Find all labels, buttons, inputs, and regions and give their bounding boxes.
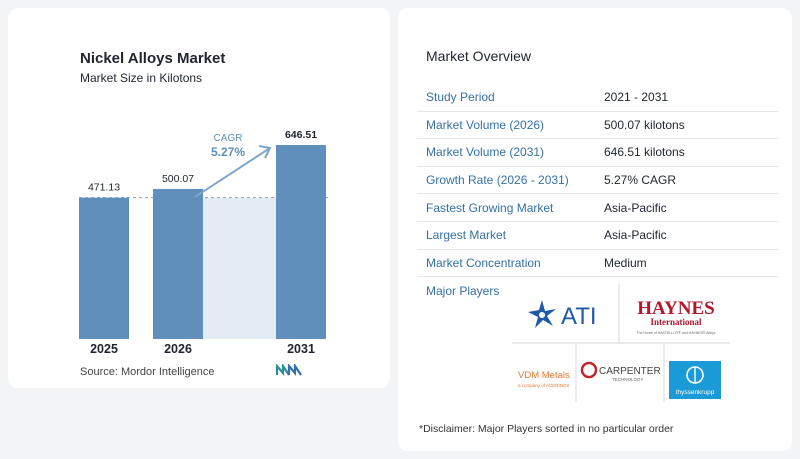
- overview-row: Fastest Growing Market Asia-Pacific: [417, 194, 779, 222]
- row-value: 5.27% CAGR: [604, 173, 677, 188]
- row-value: 2021 - 2031: [604, 90, 669, 105]
- haynes-tag: The Home of HASTELLOY® and HAYNES® Alloy…: [636, 331, 715, 335]
- cagr-arrow-head: [258, 145, 272, 159]
- row-value: 500.07 kilotons: [604, 117, 685, 132]
- haynes-logo: HAYNES International The Home of HASTELL…: [636, 298, 715, 335]
- vdm-logo: VDM Metals a company of ACERINOX: [518, 370, 570, 388]
- chart-title: Nickel Alloys Market: [80, 50, 226, 67]
- overview-row: Market Volume (2031) 646.51 kilotons: [417, 139, 779, 167]
- row-value: Medium: [604, 255, 647, 270]
- overview-table: Study Period 2021 - 2031 Market Volume (2…: [417, 84, 779, 278]
- haynes-sub: International: [650, 317, 702, 327]
- value-label-2026: 500.07: [162, 173, 194, 185]
- row-label: Market Concentration: [426, 255, 541, 270]
- mordor-logo: [276, 364, 302, 376]
- haynes-text: HAYNES: [637, 298, 714, 319]
- disclaimer: *Disclaimer: Major Players sorted in no …: [419, 423, 674, 435]
- chart-subtitle: Market Size in Kilotons: [80, 71, 203, 85]
- cagr-arrow: [194, 147, 271, 198]
- row-value: Asia-Pacific: [604, 228, 667, 243]
- overview-row: Study Period 2021 - 2031: [417, 84, 779, 112]
- cagr-label: CAGR: [214, 133, 243, 144]
- row-label: Growth Rate (2026 - 2031): [426, 173, 569, 188]
- ati-text: ATI: [561, 303, 597, 330]
- row-value: Asia-Pacific: [604, 200, 667, 215]
- category-label-2025: 2025: [90, 342, 118, 356]
- players-title: Major Players: [426, 284, 500, 298]
- carpenter-logo: CARPENTER TECHNOLOGY: [580, 361, 661, 382]
- overview-row: Market Volume (2026) 500.07 kilotons: [417, 112, 779, 140]
- category-label-2031: 2031: [287, 342, 315, 356]
- overview-row: Market Concentration Medium: [417, 250, 779, 278]
- carpenter-sub: TECHNOLOGY: [612, 377, 644, 382]
- row-label: Largest Market: [426, 228, 507, 243]
- category-label-2026: 2026: [164, 342, 192, 356]
- source-text: Source: Mordor Intelligence: [80, 366, 215, 378]
- vdm-sub: a company of ACERINOX: [518, 383, 570, 388]
- overview-title: Market Overview: [426, 48, 532, 64]
- row-label: Fastest Growing Market: [426, 200, 554, 215]
- thyssenkrupp-text: thyssenkrupp: [676, 389, 715, 396]
- overview-row: Largest Market Asia-Pacific: [417, 222, 779, 250]
- players-logo-grid: [512, 284, 730, 402]
- overview-row: Growth Rate (2026 - 2031) 5.27% CAGR: [417, 167, 779, 195]
- row-value: 646.51 kilotons: [604, 145, 685, 160]
- row-label: Study Period: [426, 90, 495, 105]
- value-label-2031: 646.51: [285, 129, 317, 141]
- ati-logo: ATI: [528, 300, 597, 330]
- ati-star-icon: [528, 300, 556, 328]
- row-label: Market Volume (2031): [426, 145, 545, 160]
- bar-chart: 471.13 2025 500.07 2026 646.51 2031 CAGR 5.27…: [79, 129, 328, 356]
- bar-2026: [153, 188, 203, 339]
- vdm-text: VDM Metals: [518, 370, 570, 381]
- row-label: Market Volume (2026): [426, 117, 545, 132]
- thyssenkrupp-logo: thyssenkrupp: [669, 361, 721, 399]
- carpenter-icon: [580, 361, 598, 379]
- shade-region: [203, 197, 276, 339]
- carpenter-text: CARPENTER: [599, 366, 661, 377]
- overview-card: [398, 8, 792, 451]
- bar-2025: [79, 197, 129, 339]
- bar-2031: [276, 145, 326, 339]
- cagr-value: 5.27%: [211, 145, 245, 159]
- value-label-2025: 471.13: [88, 182, 120, 194]
